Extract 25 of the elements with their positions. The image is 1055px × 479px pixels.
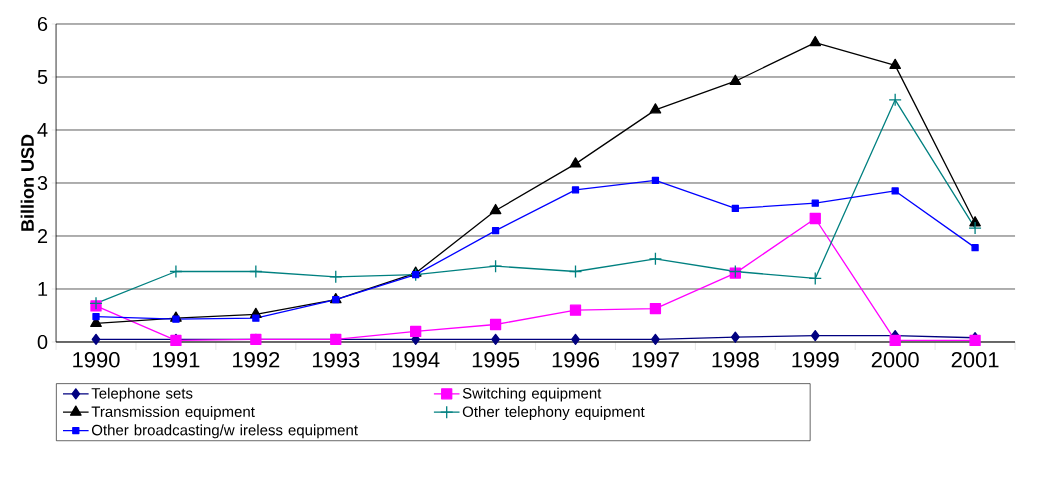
y-axis-title: Billion USD bbox=[20, 134, 34, 231]
x-tick-label: 1998 bbox=[712, 351, 759, 368]
x-tick-label: 1990 bbox=[73, 351, 120, 368]
x-tick-label: 1997 bbox=[632, 351, 679, 368]
legend-label: Other broadcasting/w ireless equipment bbox=[91, 424, 358, 439]
legend-label: Switching equipment bbox=[462, 387, 602, 402]
x-tick-label: 1996 bbox=[552, 351, 600, 368]
x-tick-label: 1993 bbox=[312, 351, 360, 368]
x-tick-label: 2000 bbox=[871, 351, 919, 368]
y-tick-label: 2 bbox=[37, 229, 48, 243]
y-tick-label: 3 bbox=[37, 175, 48, 191]
x-tick-label: 1994 bbox=[392, 351, 440, 368]
legend-label: Transmission equipment bbox=[91, 406, 255, 420]
y-tick-label: 0 bbox=[37, 334, 48, 350]
y-tick-label: 6 bbox=[37, 16, 48, 32]
legend-label: Telephone sets bbox=[91, 387, 193, 402]
x-tick-label: 1995 bbox=[472, 351, 520, 368]
legend-label: Other telephony equipment bbox=[462, 406, 645, 420]
x-tick-label: 1999 bbox=[792, 351, 839, 368]
y-tick-label: 5 bbox=[37, 70, 48, 84]
x-tick-label: 1991 bbox=[153, 351, 200, 368]
x-tick-label: 1992 bbox=[233, 351, 280, 368]
x-tick-label: 2001 bbox=[951, 351, 999, 368]
y-tick-label: 1 bbox=[38, 282, 48, 296]
y-tick-label: 4 bbox=[37, 123, 48, 137]
